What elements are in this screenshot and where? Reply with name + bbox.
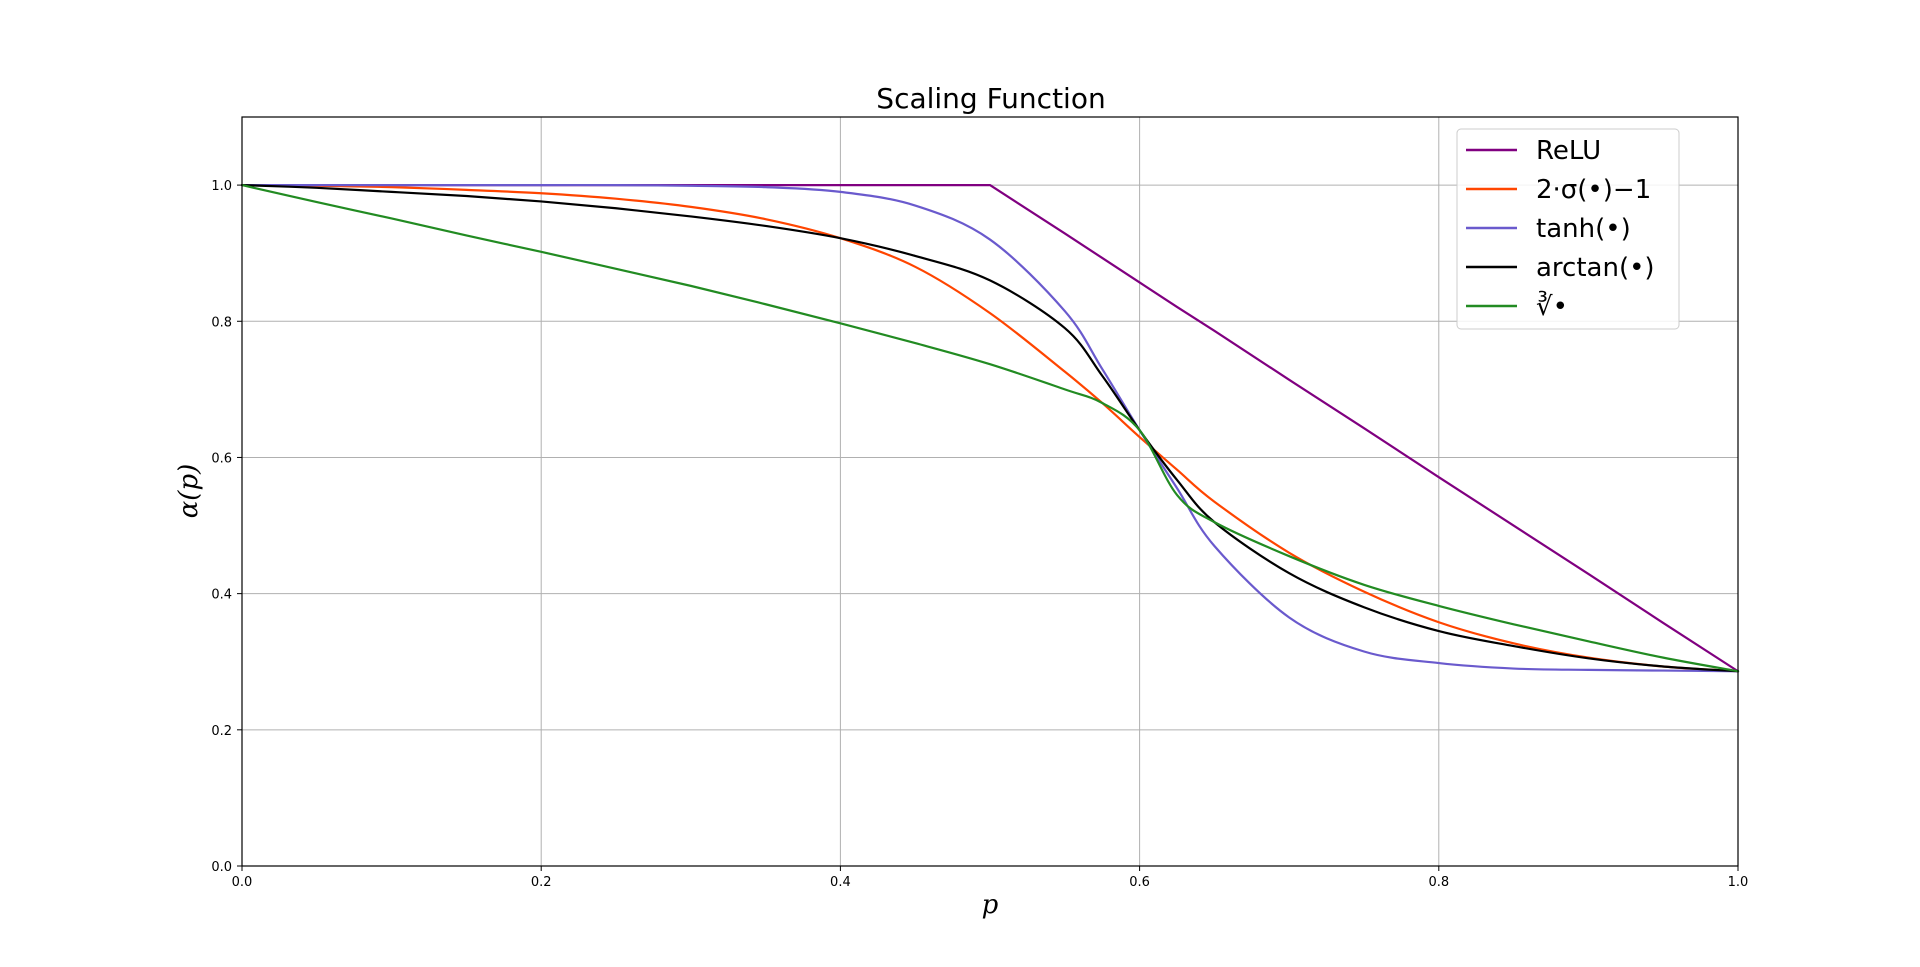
x-tick-label: 0.2 [531, 875, 552, 890]
series-lines [240, 183, 1740, 673]
legend-label: 2·σ(•)−1 [1536, 175, 1651, 205]
x-tick-label: 0.4 [830, 875, 851, 890]
legend-label: arctan(•) [1536, 253, 1655, 283]
y-tick-label: 0.6 [211, 451, 232, 466]
x-tick-label: 1.0 [1728, 875, 1749, 890]
plot-frame [241, 116, 1739, 867]
y-tick-label: 1.0 [211, 179, 232, 194]
series-line-2 [240, 183, 1740, 673]
series-line-1 [240, 183, 1740, 673]
y-axis-label: α(p) [174, 464, 204, 519]
legend: ReLU 2·σ(•)−1 tanh(•) arctan(•) ∛• [1456, 128, 1680, 330]
legend-label: tanh(•) [1536, 214, 1631, 244]
legend-box [1456, 128, 1680, 330]
legend-label: ∛• [1536, 290, 1568, 322]
series-line-3 [240, 183, 1740, 673]
chart-title: Scaling Function [876, 82, 1105, 115]
y-tick-label: 0.0 [211, 860, 232, 875]
axis-ticks: 0.0 0.2 0.4 0.6 0.8 1.0 0.0 0.2 0.4 0.6 0.8 1.0 [211, 179, 1748, 890]
x-tick-label: 0.8 [1428, 875, 1449, 890]
y-tick-label: 0.2 [211, 724, 232, 739]
x-axis-label: p [982, 890, 999, 920]
x-tick-label: 0.6 [1129, 875, 1150, 890]
series-line-4 [240, 183, 1740, 673]
y-tick-label: 0.8 [211, 315, 232, 330]
legend-label: ReLU [1536, 136, 1601, 166]
x-tick-label: 0.0 [232, 875, 253, 890]
y-tick-label: 0.4 [211, 588, 232, 603]
